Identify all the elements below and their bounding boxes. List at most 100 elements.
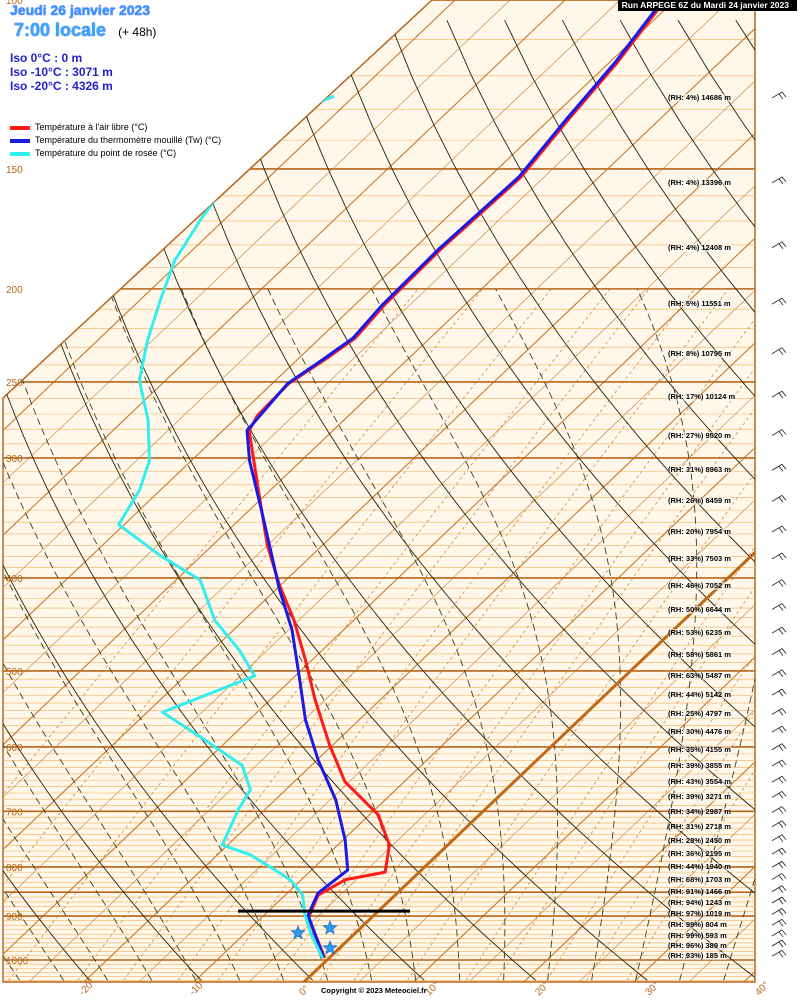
isotherm — [560, 0, 755, 982]
wind-barb-shaft — [771, 860, 783, 868]
wind-barb-icon — [771, 860, 787, 869]
wind-barb-feather — [778, 875, 784, 881]
wind-barb-feather — [778, 581, 784, 587]
dry-adiabat — [388, 19, 755, 981]
legend-swatch — [10, 151, 30, 156]
model-run-label: Run ARPEGE 6Z du Mardi 24 janvier 2023 — [617, 0, 797, 12]
level-rh-height-label: (RH: 26%) 8459 m — [668, 496, 731, 506]
wind-barb-icon — [771, 847, 787, 856]
level-rh-height-label: (RH: 94%) 1243 m — [668, 898, 731, 908]
level-rh-height-label: (RH: 39%) 3855 m — [668, 760, 731, 770]
wind-barb-icon — [771, 429, 787, 437]
wind-barb-feather — [781, 603, 787, 609]
wind-barb-icon — [771, 669, 787, 678]
wind-barb-feather — [778, 349, 784, 356]
level-rh-height-label: (RH: 34%) 2987 m — [668, 807, 731, 817]
level-rh-height-label: (RH: 20%) 7954 m — [668, 526, 731, 536]
wind-barb-shaft — [771, 743, 783, 751]
wind-barb-icon — [771, 688, 787, 697]
wind-barb-feather — [778, 951, 784, 958]
wind-barb-feather — [781, 626, 787, 633]
level-rh-height-label: (RH: 31%) 2718 m — [668, 821, 731, 831]
wind-barb-shaft — [771, 929, 783, 937]
wind-barb-shaft — [771, 725, 783, 733]
wind-barb-feather — [781, 669, 787, 676]
dry-adiabat — [215, 20, 755, 981]
forecast-time: 7:00 locale — [14, 20, 107, 40]
wind-barb-shaft — [771, 918, 783, 926]
wind-barb-icon — [771, 820, 787, 828]
dewpoint-line — [117, 94, 335, 959]
wind-barb-icon — [771, 806, 787, 814]
level-rh-height-label: (RH: 4%) 14686 m — [668, 93, 731, 102]
wind-barb-feather — [781, 806, 787, 812]
pressure-tick-label: 250 — [6, 378, 23, 389]
pressure-tick-label: 300 — [6, 454, 23, 465]
dry-adiabat — [794, 20, 800, 980]
snow-icon — [322, 939, 338, 955]
wind-barb-feather — [778, 690, 784, 697]
wind-barb-icon — [771, 626, 787, 635]
wind-barb-shaft — [771, 939, 783, 947]
wind-barb-feather — [781, 949, 787, 956]
moist-adiabat — [495, 288, 622, 981]
wind-barb-feather — [781, 743, 787, 749]
wind-barb-feather — [781, 847, 787, 854]
wind-barb-icon — [771, 918, 787, 927]
wind-barb-feather — [781, 896, 787, 903]
wind-barb-icon — [771, 463, 787, 472]
moist-adiabat — [3, 288, 153, 981]
wet-bulb-line — [245, 0, 665, 959]
wind-barb-feather — [778, 836, 784, 843]
wind-barb-icon — [771, 725, 787, 734]
lead-time: (+ 48h) — [118, 25, 157, 39]
wind-barb-feather — [781, 918, 787, 925]
level-rh-height-label: (RH: 46%) 7052 m — [668, 580, 731, 590]
wind-barb-icon — [771, 603, 787, 611]
wind-barb-feather — [778, 793, 784, 799]
level-rh-height-label: (RH: 35%) 4155 m — [668, 744, 731, 754]
wind-barb-feather — [778, 527, 784, 534]
isotherm — [3, 0, 612, 982]
wind-barb-shaft — [771, 390, 783, 398]
iso-minus10-height: Iso -10°C : 3071 m — [10, 65, 113, 79]
level-rh-height-label: (RH: 33%) 7503 m — [668, 553, 731, 563]
wind-barb-icon — [771, 390, 787, 399]
wind-barb-feather — [778, 910, 784, 916]
wind-barb-shaft — [771, 648, 783, 655]
wind-barb-shaft — [771, 91, 783, 99]
wind-barb-feather — [781, 908, 787, 914]
wind-barb-feather — [778, 628, 784, 635]
level-rh-height-label: (RH: 4%) 12408 m — [668, 242, 731, 252]
wind-barb-shaft — [771, 834, 783, 842]
pressure-tick-label: 600 — [6, 743, 23, 754]
wind-barb-icon — [771, 908, 787, 916]
temperature-tick-label: 0° — [297, 984, 312, 999]
moist-adiabat — [3, 288, 329, 981]
forecast-date: Jeudi 26 janvier 2023 — [10, 2, 151, 18]
isotherm — [340, 0, 755, 982]
wind-barb-feather — [781, 688, 787, 695]
isotherm — [394, 0, 755, 982]
wind-barb-shaft — [771, 429, 783, 436]
wind-barb-feather — [781, 429, 787, 435]
wind-barb-feather — [781, 939, 787, 946]
level-rh-height-label: (RH: 5%) 11551 m — [668, 299, 731, 309]
copyright: Copyright © 2023 Meteociel.fr — [321, 986, 427, 995]
level-rh-height-label: (RH: 93%) 185 m — [668, 951, 727, 961]
moist-adiabat — [679, 288, 755, 981]
wind-barb-feather — [778, 777, 784, 784]
wind-barb-feather — [781, 834, 787, 841]
moist-adiabat — [371, 288, 559, 981]
level-rh-height-label: (RH: 17%) 10124 m — [668, 392, 736, 402]
level-rh-height-label: (RH: 53%) 6235 m — [668, 628, 731, 638]
wind-barb-feather — [781, 347, 787, 354]
moist-adiabat — [267, 288, 506, 981]
wind-barb-icon — [771, 885, 787, 893]
wind-barb-feather — [778, 920, 784, 927]
wind-barb-feather — [778, 554, 784, 561]
wind-barb-shaft — [771, 241, 783, 249]
isotherm — [3, 0, 667, 982]
wind-barb-icon — [771, 494, 787, 503]
